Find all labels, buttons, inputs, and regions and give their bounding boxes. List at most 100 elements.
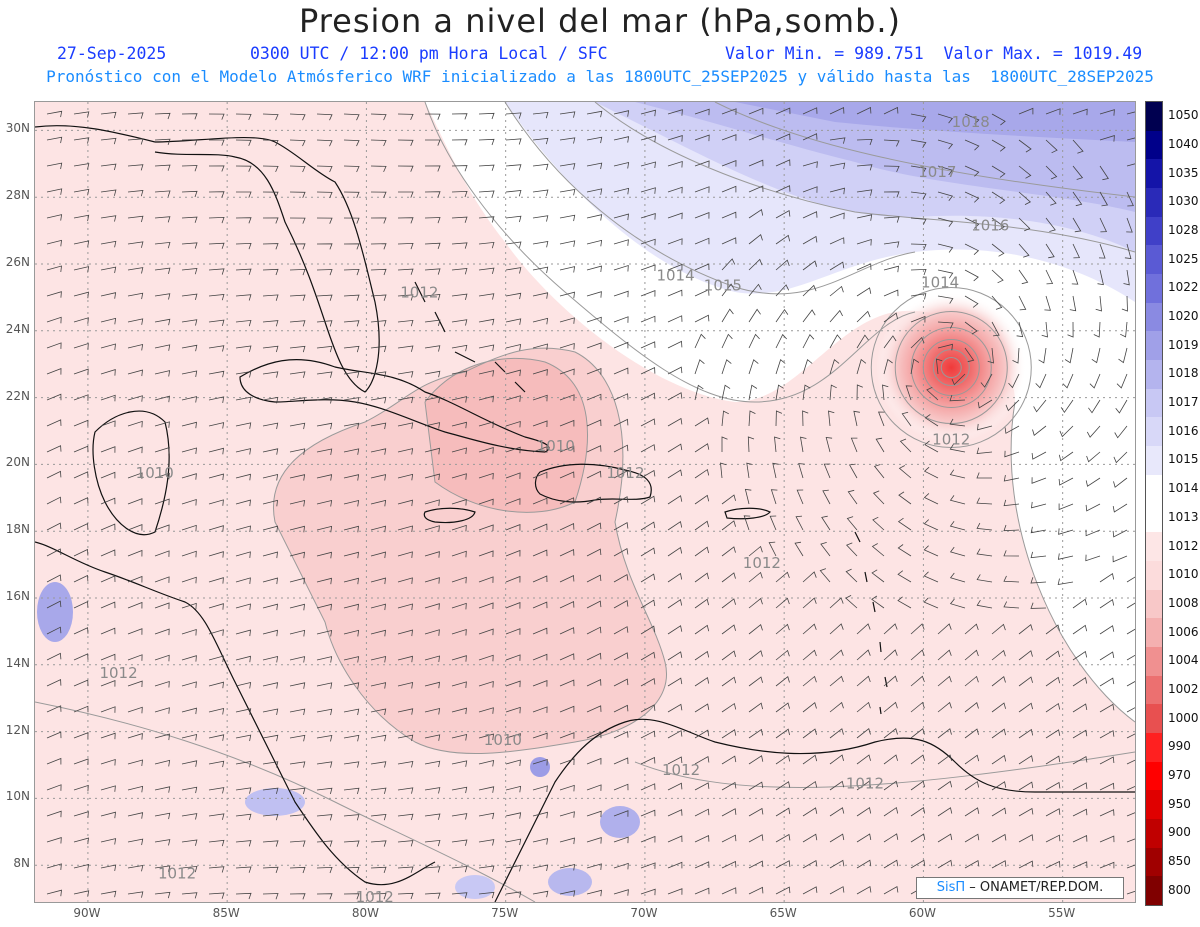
legend-swatch — [1146, 331, 1162, 361]
wind-barb — [613, 341, 629, 349]
wind-barb — [505, 292, 522, 300]
wind-barb — [154, 786, 171, 793]
wind-barb — [802, 886, 818, 895]
wind-barb — [559, 163, 576, 170]
wind-barb — [748, 728, 764, 739]
wind-barb — [1099, 730, 1115, 739]
wind-barb — [1099, 809, 1115, 817]
wind-barb — [802, 649, 817, 661]
wind-barb — [991, 860, 1007, 869]
wind-barb — [208, 787, 225, 794]
wind-barb — [964, 702, 979, 713]
wind-barb — [1126, 890, 1135, 895]
wind-barb — [856, 885, 872, 895]
wind-barb — [316, 629, 333, 637]
wind-barb — [991, 728, 1006, 739]
wind-barb — [235, 866, 252, 873]
wind-barb — [1099, 625, 1115, 635]
legend-swatch — [1146, 761, 1162, 791]
wind-barb — [667, 861, 683, 869]
wind-barb — [1099, 677, 1115, 687]
wind-barb — [829, 137, 846, 144]
wind-barb — [397, 840, 414, 847]
wind-barb — [721, 185, 737, 193]
wind-barb — [1003, 550, 1020, 557]
wind-barb — [1060, 399, 1074, 414]
longitude-tick: 60W — [908, 906, 936, 920]
wind-barb — [1072, 243, 1081, 259]
wind-barb — [667, 495, 683, 505]
wind-barb — [559, 214, 576, 222]
wind-barb — [586, 626, 602, 635]
contour-label: 1012 — [158, 865, 196, 883]
wind-barb — [1098, 243, 1106, 259]
wind-barb — [235, 551, 251, 558]
wind-barb — [1018, 624, 1033, 635]
wind-barb — [964, 675, 979, 687]
wind-barb — [559, 732, 575, 739]
credit-box: SisΠ – ONAMET/REP.DOM. — [916, 877, 1124, 899]
wind-barb — [1126, 654, 1135, 661]
wind-barb — [100, 732, 116, 740]
wind-barb — [613, 731, 629, 739]
wind-barb — [235, 473, 251, 481]
legend-swatch — [1146, 847, 1162, 877]
wind-barb — [208, 813, 225, 820]
wind-barb — [100, 163, 117, 171]
wind-barb — [667, 809, 683, 817]
wind-barb — [208, 577, 224, 584]
wind-barb — [208, 422, 225, 429]
wind-barb — [127, 733, 143, 740]
wind-barb — [949, 469, 966, 479]
wind-barb — [127, 267, 144, 274]
wind-barb — [46, 470, 62, 479]
legend-label: 1019 — [1168, 337, 1199, 352]
wind-barb — [1116, 373, 1128, 389]
wind-barb — [586, 810, 602, 818]
wind-barb — [154, 576, 170, 583]
wind-barb — [424, 473, 440, 481]
wind-barb — [235, 396, 252, 404]
wind-barb — [370, 577, 386, 585]
legend-swatch — [1146, 732, 1162, 763]
wind-barb — [208, 216, 225, 224]
wind-barb — [478, 680, 494, 688]
wind-barb — [667, 782, 683, 791]
wind-barb — [910, 293, 927, 300]
wind-barb — [100, 266, 117, 274]
wind-barb — [505, 785, 522, 793]
wind-barb — [505, 215, 522, 223]
wind-barb — [640, 495, 656, 505]
latitude-tick: 26N — [5, 254, 30, 269]
wind-barb — [802, 702, 817, 713]
wind-barb — [505, 498, 521, 505]
wind-barb — [613, 239, 629, 246]
wind-barb — [181, 447, 197, 454]
wind-barb — [532, 575, 548, 583]
wind-barb — [127, 575, 143, 583]
wind-barb — [208, 499, 224, 506]
wind-barb — [991, 754, 1007, 765]
wind-barb — [1003, 601, 1020, 609]
wind-barb — [694, 834, 710, 843]
wind-barb — [845, 568, 858, 583]
wind-barb — [424, 165, 441, 172]
wind-barb — [977, 399, 993, 409]
wind-barb — [73, 679, 89, 687]
wind-barb — [262, 629, 278, 637]
wind-barb — [798, 463, 805, 479]
wind-barb — [451, 242, 468, 249]
legend-swatch — [1146, 417, 1162, 447]
wind-barb — [856, 675, 871, 687]
wind-barb — [586, 863, 602, 870]
wind-barb — [181, 550, 197, 558]
wind-barb — [73, 317, 89, 324]
wind-barb — [1113, 477, 1128, 488]
wind-barb — [1018, 139, 1032, 153]
wind-barb — [532, 292, 549, 299]
wind-barb — [937, 295, 954, 304]
wind-barb — [910, 675, 925, 687]
wind-barb — [829, 780, 845, 791]
wind-barb — [181, 113, 198, 120]
wind-barb — [667, 599, 683, 609]
